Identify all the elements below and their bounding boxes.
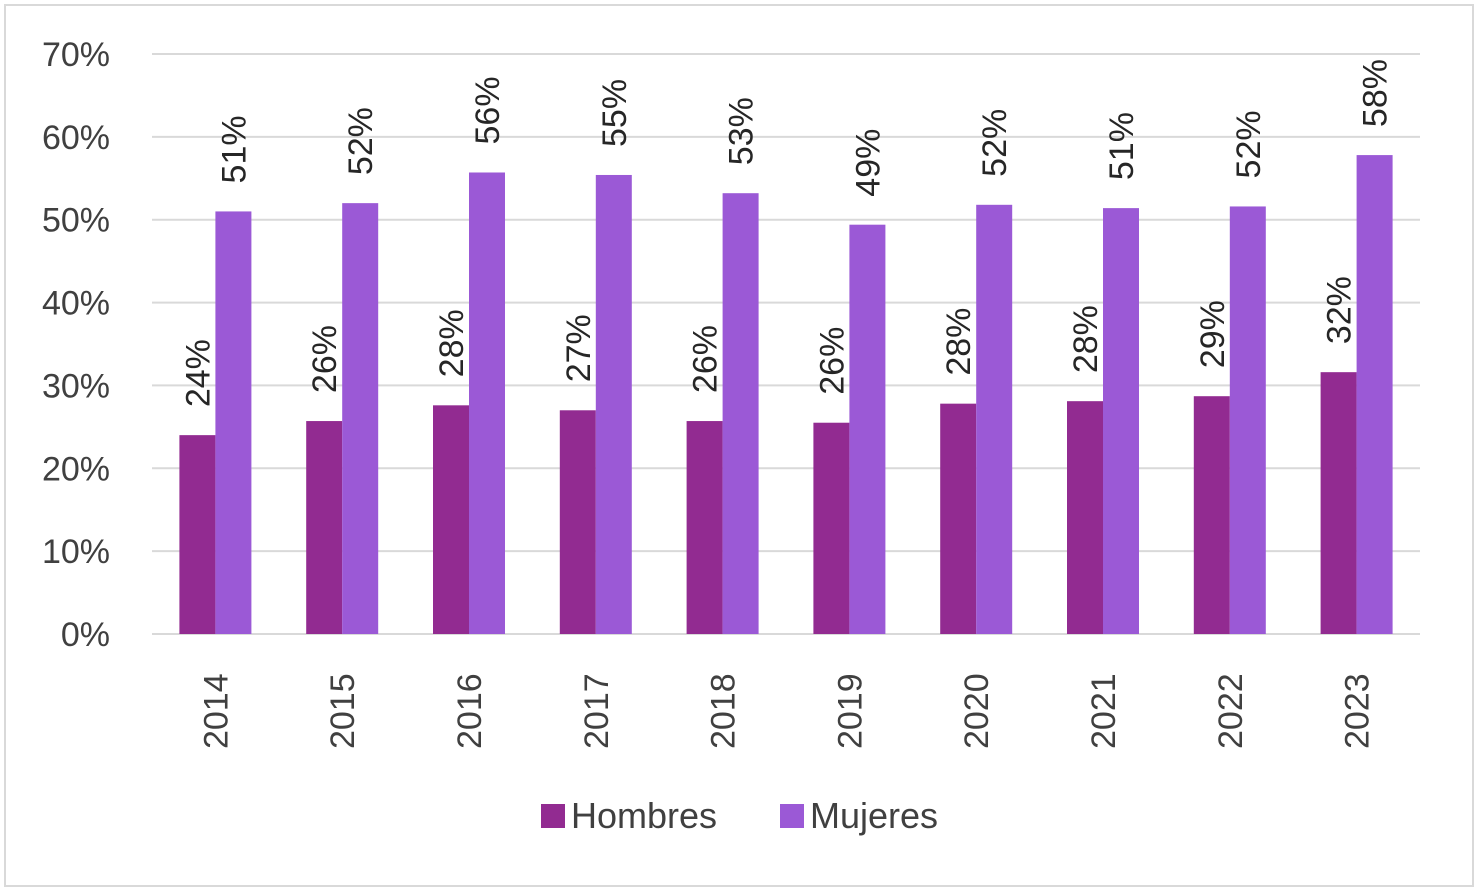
x-tick-label: 2014 [197, 673, 235, 749]
legend: Hombres Mujeres [541, 795, 938, 836]
y-tick-label: 30% [42, 367, 110, 405]
data-label-mujeres-2021: 51% [1103, 112, 1141, 180]
bar-hombres-2016 [433, 405, 469, 634]
bar-hombres-2019 [813, 422, 850, 634]
data-label-hombres-2014: 24% [179, 339, 217, 407]
y-tick-label: 50% [42, 202, 110, 240]
bar-hombres-2017 [559, 410, 596, 634]
data-label-mujeres-2023: 58% [1357, 59, 1395, 127]
x-tick-label: 2022 [1212, 673, 1250, 749]
y-tick-label: 60% [42, 119, 110, 157]
data-label-mujeres-2016: 56% [469, 76, 507, 144]
x-tick-label: 2018 [705, 673, 743, 749]
legend-swatch-mujeres [780, 804, 804, 828]
data-label-hombres-2015: 26% [306, 325, 344, 393]
legend-swatch-hombres [541, 804, 565, 828]
bars [179, 155, 1393, 635]
data-label-hombres-2023: 32% [1321, 276, 1359, 344]
data-label-mujeres-2020: 52% [976, 109, 1014, 177]
bar-mujeres-2020 [976, 204, 1013, 635]
bar-hombres-2018 [686, 421, 723, 634]
bar-mujeres-2018 [722, 193, 759, 634]
data-label-mujeres-2022: 52% [1230, 110, 1268, 178]
bar-mujeres-2019 [849, 224, 886, 634]
data-label-mujeres-2015: 52% [342, 107, 380, 175]
x-tick-label: 2021 [1085, 673, 1123, 749]
y-tick-label: 0% [61, 616, 110, 654]
x-tick-label: 2020 [958, 673, 996, 749]
x-tick-label: 2015 [324, 673, 362, 749]
bar-mujeres-2016 [469, 172, 505, 634]
bar-hombres-2023 [1320, 372, 1357, 634]
bar-mujeres-2015 [342, 203, 379, 634]
bar-hombres-2020 [940, 403, 977, 634]
data-label-hombres-2022: 29% [1194, 300, 1232, 368]
bar-mujeres-2022 [1229, 206, 1266, 634]
x-axis-ticks: 2014 2015 2016 2017 2018 2019 2020 2021 2022 2023 [197, 673, 1376, 749]
bar-hombres-2022 [1193, 396, 1230, 634]
y-tick-label: 20% [42, 450, 110, 488]
bar-hombres-2015 [306, 421, 343, 634]
y-tick-label: 40% [42, 285, 110, 323]
data-labels: 24% 51% 26% 52% 28% 56% 27% 55% 26% 53% 26% 49% 28% 5… [179, 59, 1394, 407]
data-label-hombres-2018: 26% [687, 325, 725, 393]
bar-mujeres-2021 [1103, 208, 1139, 634]
data-label-hombres-2017: 27% [560, 314, 598, 382]
y-axis-ticks: 0% 10% 20% 30% 40% 50% 60% 70% [42, 36, 110, 654]
bar-hombres-2014 [179, 435, 216, 634]
data-label-mujeres-2019: 49% [849, 129, 887, 197]
y-tick-label: 70% [42, 36, 110, 74]
data-label-hombres-2019: 26% [813, 327, 851, 395]
bar-mujeres-2023 [1356, 155, 1393, 635]
bar-mujeres-2017 [595, 174, 632, 634]
y-tick-label: 10% [42, 533, 110, 571]
legend-label-mujeres: Mujeres [810, 795, 938, 836]
data-label-hombres-2021: 28% [1067, 305, 1105, 373]
data-label-mujeres-2017: 55% [596, 79, 634, 147]
x-tick-label: 2017 [578, 673, 616, 749]
x-tick-label: 2016 [451, 673, 489, 749]
data-label-hombres-2016: 28% [433, 309, 471, 377]
data-label-mujeres-2014: 51% [215, 115, 253, 183]
data-label-mujeres-2018: 53% [723, 97, 761, 165]
bar-mujeres-2014 [215, 211, 252, 634]
bar-hombres-2021 [1067, 401, 1103, 634]
data-label-hombres-2020: 28% [940, 308, 978, 376]
legend-label-hombres: Hombres [571, 795, 717, 836]
x-tick-label: 2023 [1339, 673, 1377, 749]
x-tick-label: 2019 [831, 673, 869, 749]
